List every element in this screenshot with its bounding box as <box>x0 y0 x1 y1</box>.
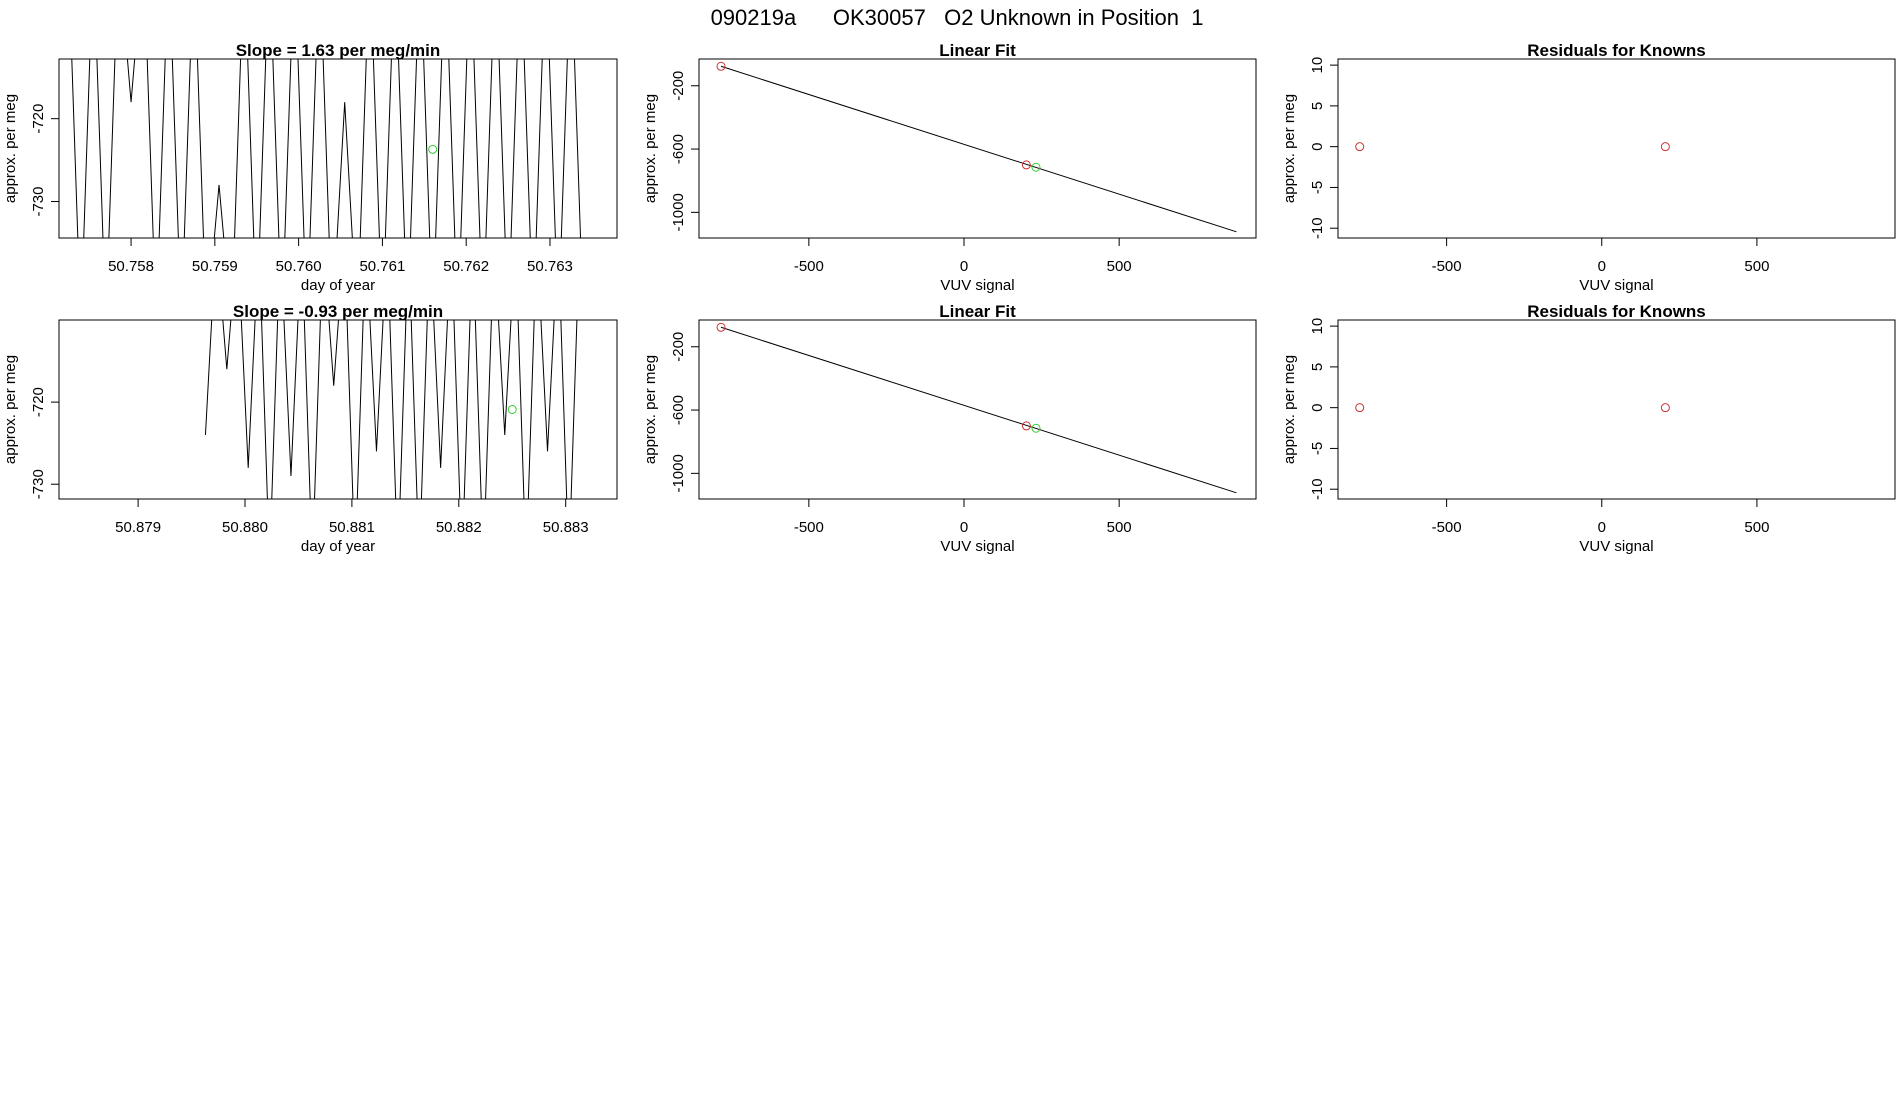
x-tick-label: 500 <box>1744 519 1769 536</box>
plot-area <box>71 59 582 238</box>
panel: Residuals for Knowns VUV signal approx. pe… <box>1281 41 1896 294</box>
plot-area <box>204 320 578 499</box>
y-axis-label: approx. per meg <box>1281 94 1298 203</box>
panel: Slope = -0.93 per meg/min day of year appr… <box>2 302 618 555</box>
y-tick-label: 10 <box>1309 57 1326 74</box>
y-axis-label: approx. per meg <box>1281 355 1298 464</box>
x-axis-label: VUV signal <box>940 538 1014 555</box>
y-tick-label: -600 <box>670 395 687 425</box>
x-tick-label: -500 <box>1432 519 1462 536</box>
y-tick-label: -5 <box>1309 181 1326 194</box>
point <box>1355 403 1365 413</box>
plot-area <box>716 322 1237 494</box>
fit-line <box>720 326 1237 494</box>
y-tick-label: -10 <box>1309 217 1326 239</box>
y-tick-label: 5 <box>1309 102 1326 110</box>
point <box>428 144 438 154</box>
plot-area <box>1355 403 1670 413</box>
x-axis-label: VUV signal <box>940 277 1014 294</box>
x-tick-label: 50.882 <box>436 519 482 536</box>
y-tick-label: 5 <box>1309 363 1326 371</box>
y-tick-label: -1000 <box>670 454 687 492</box>
series-line <box>204 320 578 499</box>
x-tick-label: -500 <box>794 258 824 275</box>
series-line <box>71 59 582 238</box>
y-tick-label: -200 <box>670 332 687 362</box>
panel-title: Linear Fit <box>939 302 1016 321</box>
panel-title: Linear Fit <box>939 41 1016 60</box>
y-tick-label: 0 <box>1309 142 1326 150</box>
x-axis-label: day of year <box>301 277 375 294</box>
y-tick-label: -720 <box>30 387 47 417</box>
y-tick-label: 10 <box>1309 318 1326 335</box>
point <box>1021 421 1031 431</box>
x-tick-label: 50.762 <box>443 258 489 275</box>
y-tick-label: -730 <box>30 469 47 499</box>
point <box>1660 142 1670 152</box>
x-axis-label: VUV signal <box>1579 277 1653 294</box>
plot-area <box>716 61 1237 233</box>
point <box>1355 142 1365 152</box>
x-tick-label: 0 <box>1598 519 1606 536</box>
point <box>507 405 517 414</box>
point <box>1031 162 1041 172</box>
point <box>716 322 726 332</box>
x-tick-label: -500 <box>1432 258 1462 275</box>
y-tick-label: -720 <box>30 104 47 134</box>
x-tick-label: 0 <box>960 519 968 536</box>
plot-area <box>1355 142 1670 152</box>
point <box>1031 423 1041 433</box>
y-axis-label: approx. per meg <box>2 94 19 203</box>
x-tick-label: 50.760 <box>276 258 322 275</box>
y-axis-label: approx. per meg <box>642 94 659 203</box>
x-tick-label: 500 <box>1744 258 1769 275</box>
panel-title: Slope = 1.63 per meg/min <box>236 41 441 60</box>
page-title: 090219a OK30057 O2 Unknown in Position 1 <box>711 5 1204 30</box>
fit-line <box>720 65 1237 233</box>
x-tick-label: 50.761 <box>359 258 405 275</box>
x-tick-label: 50.880 <box>222 519 268 536</box>
x-axis-label: VUV signal <box>1579 538 1653 555</box>
panel-title: Residuals for Knowns <box>1527 302 1706 321</box>
x-axis-label: day of year <box>301 538 375 555</box>
x-tick-label: 50.883 <box>543 519 589 536</box>
panel: Residuals for Knowns VUV signal approx. pe… <box>1281 302 1896 555</box>
y-tick-label: -1000 <box>670 193 687 231</box>
y-axis-label: approx. per meg <box>2 355 19 464</box>
x-tick-label: 50.879 <box>115 519 161 536</box>
panel: Slope = 1.63 per meg/min day of year appro… <box>2 41 618 294</box>
x-tick-label: 500 <box>1107 258 1132 275</box>
x-tick-label: 0 <box>960 258 968 275</box>
y-tick-label: -600 <box>670 134 687 164</box>
x-tick-label: 50.881 <box>329 519 375 536</box>
y-tick-label: -200 <box>670 71 687 101</box>
y-tick-label: -10 <box>1309 478 1326 500</box>
panel-title: Slope = -0.93 per meg/min <box>233 302 443 321</box>
x-tick-label: 50.759 <box>192 258 238 275</box>
y-axis-label: approx. per meg <box>642 355 659 464</box>
panel: Linear Fit VUV signal approx. per meg -500 0… <box>642 41 1257 294</box>
x-tick-label: 50.758 <box>108 258 154 275</box>
point <box>1021 160 1031 170</box>
panel-title: Residuals for Knowns <box>1527 41 1706 60</box>
x-tick-label: 50.763 <box>527 258 573 275</box>
point <box>716 61 726 71</box>
x-tick-label: 0 <box>1598 258 1606 275</box>
point <box>1660 403 1670 413</box>
panel: Linear Fit VUV signal approx. per meg -500 0… <box>642 302 1257 555</box>
x-tick-label: 500 <box>1107 519 1132 536</box>
y-tick-label: -5 <box>1309 442 1326 455</box>
y-tick-label: 0 <box>1309 403 1326 411</box>
x-tick-label: -500 <box>794 519 824 536</box>
y-tick-label: -730 <box>30 187 47 217</box>
